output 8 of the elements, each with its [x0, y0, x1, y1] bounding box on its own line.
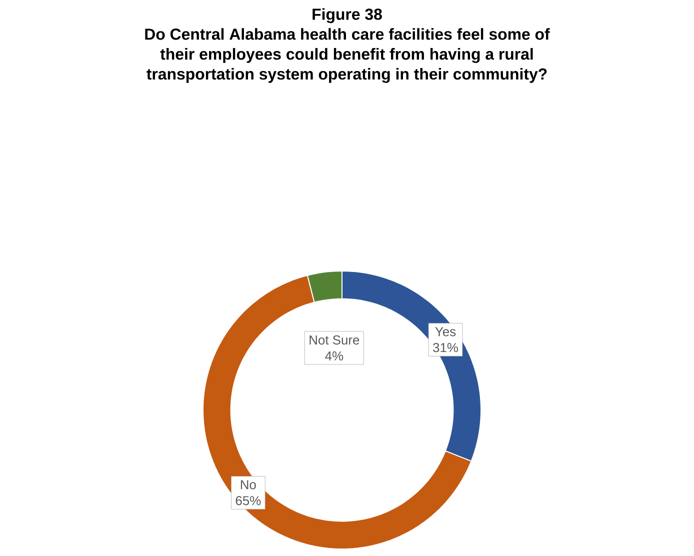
data-label: 31% [433, 342, 458, 352]
data-label: 65% [236, 496, 261, 506]
slice-label: Not Sure [310, 335, 360, 345]
slice-label: Yes [435, 327, 456, 336]
chart-title: Figure 38 [312, 8, 382, 24]
chart-subtitle: Do Central Alabama health care facilities feel some of their employees could benefit from having a rural transportation system operating in their community? [145, 28, 550, 83]
data-label: 4% [325, 351, 344, 360]
slice-label: No [240, 480, 256, 490]
